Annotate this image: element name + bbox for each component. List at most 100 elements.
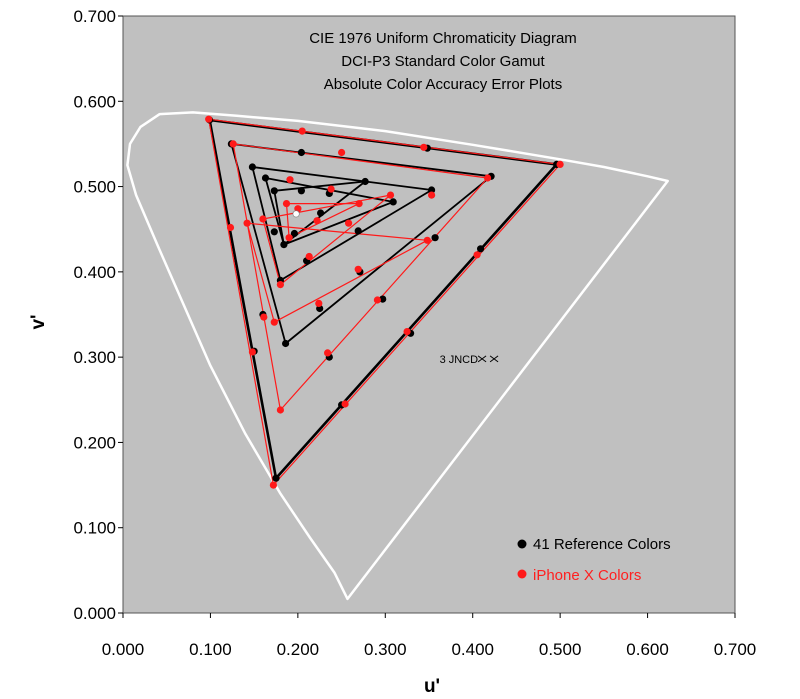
reference-point-32 <box>270 187 278 195</box>
iphone-point-12 <box>355 200 363 208</box>
y-tick-label-0: 0.000 <box>73 604 116 623</box>
iphone-point-11 <box>276 281 284 289</box>
white-point-marker <box>292 210 300 218</box>
spectral-locus <box>126 111 669 601</box>
y-axis-ticks: 0.000 0.100 0.200 0.300 0.400 0.500 0.600 0.700 <box>73 7 123 623</box>
legend-reference-marker <box>517 539 527 549</box>
iphone-point-30 <box>260 313 268 321</box>
reference-point-6 <box>428 186 436 194</box>
iphone-outline-7 <box>246 222 428 323</box>
reference-point-16 <box>477 245 485 253</box>
iphone-outline-9 <box>285 203 360 239</box>
y-tick-label-6: 0.600 <box>73 92 116 111</box>
reference-point-7 <box>248 163 256 171</box>
legend-reference-label: 41 Reference Colors <box>533 536 671 553</box>
iphone-point-13 <box>345 219 353 227</box>
reference-point-25 <box>290 229 298 238</box>
y-tick-label-3: 0.300 <box>73 348 116 367</box>
iphone-point-10 <box>259 215 267 223</box>
x-axis-title: u' <box>424 676 440 697</box>
iphone-point-3 <box>484 174 492 182</box>
reference-point-29 <box>270 228 278 236</box>
iphone-point-8 <box>270 318 278 326</box>
iphone-point-32 <box>282 200 291 208</box>
reference-point-13 <box>354 227 362 235</box>
y-tick-label-4: 0.400 <box>73 263 116 282</box>
y-tick-label-2: 0.200 <box>73 433 116 452</box>
chart-title: CIE 1976 Uniform Chromaticity Diagram DC… <box>309 30 577 93</box>
spectral-locus-layer <box>126 111 669 601</box>
reference-point-11 <box>280 241 288 249</box>
iphone-point-26 <box>305 252 313 261</box>
iphone-point-21 <box>298 127 306 135</box>
legend-iphone-label: iPhone X Colors <box>533 567 641 584</box>
reference-point-10 <box>261 174 270 182</box>
iphone-point-15 <box>420 143 428 151</box>
iphone-point-16 <box>473 251 481 259</box>
iphone-point-18 <box>354 265 362 273</box>
annotation-3-jncd: 3 JNCD <box>440 354 499 366</box>
x-tick-label-2: 0.200 <box>277 640 320 659</box>
plot-frame <box>122 15 736 614</box>
iphone-point-24 <box>313 217 321 225</box>
iphone-point-0 <box>556 160 564 168</box>
iphone-point-2 <box>269 481 277 489</box>
iphone-point-17 <box>428 191 436 199</box>
data-points-layer <box>205 115 564 489</box>
iphone-point-1 <box>205 115 213 123</box>
chart-title-line-2: DCI-P3 Standard Color Gamut <box>341 53 545 70</box>
iphone-point-9 <box>386 191 395 199</box>
chart-title-line-3: Absolute Color Accuracy Error Plots <box>324 76 562 93</box>
legend: 41 Reference Colors iPhone X Colors <box>517 536 671 584</box>
x-tick-label-4: 0.400 <box>451 640 494 659</box>
reference-point-14 <box>379 295 387 303</box>
reference-point-24 <box>317 209 325 217</box>
reference-point-17 <box>431 234 439 242</box>
iphone-outline-8 <box>262 194 392 286</box>
iphone-point-31 <box>248 348 256 356</box>
x-tick-label-5: 0.500 <box>539 640 582 659</box>
iphone-point-6 <box>423 236 431 244</box>
jncd-mark-b-0 <box>477 355 487 363</box>
iphone-point-34 <box>286 176 294 184</box>
iphone-point-5 <box>276 406 284 414</box>
x-tick-label-6: 0.600 <box>626 640 669 659</box>
reference-outline-1 <box>230 142 493 345</box>
legend-iphone-marker <box>517 569 527 579</box>
reference-point-21 <box>297 148 305 157</box>
iphone-point-4 <box>229 140 237 148</box>
reference-point-12 <box>361 177 369 186</box>
annotation-markers <box>477 355 499 363</box>
reference-point-23 <box>297 187 305 195</box>
x-tick-label-1: 0.100 <box>189 640 232 659</box>
reference-outline-4 <box>273 180 367 246</box>
reference-point-2 <box>272 474 280 482</box>
iphone-point-14 <box>373 296 381 304</box>
plot-background <box>123 16 735 613</box>
y-axis-title: v' <box>28 314 49 329</box>
iphone-point-33 <box>338 148 346 157</box>
reference-point-5 <box>282 339 290 348</box>
jncd-mark-b-1 <box>489 355 499 363</box>
y-tick-label-7: 0.700 <box>73 7 116 26</box>
y-tick-label-1: 0.100 <box>73 519 116 538</box>
iphone-outline-6 <box>232 143 489 411</box>
reference-outline-2 <box>251 166 433 282</box>
iphone-point-20 <box>324 349 332 357</box>
x-tick-label-0: 0.000 <box>102 640 145 659</box>
y-tick-label-5: 0.500 <box>73 178 116 197</box>
iphone-outline-5 <box>208 118 561 486</box>
x-tick-label-7: 0.700 <box>714 640 757 659</box>
x-axis-ticks: 0.000 0.100 0.200 0.300 0.400 0.500 0.600 0.700 <box>102 613 757 659</box>
iphone-point-25 <box>285 234 293 242</box>
annotation-label: 3 JNCD <box>440 354 479 366</box>
iphone-point-28 <box>403 328 411 336</box>
iphone-point-7 <box>243 219 251 227</box>
iphone-point-29 <box>226 223 235 232</box>
iphone-point-19 <box>315 299 323 307</box>
iphone-point-27 <box>341 400 349 408</box>
iphone-point-22 <box>327 185 335 193</box>
reference-point-9 <box>389 198 397 206</box>
x-tick-label-3: 0.300 <box>364 640 407 659</box>
